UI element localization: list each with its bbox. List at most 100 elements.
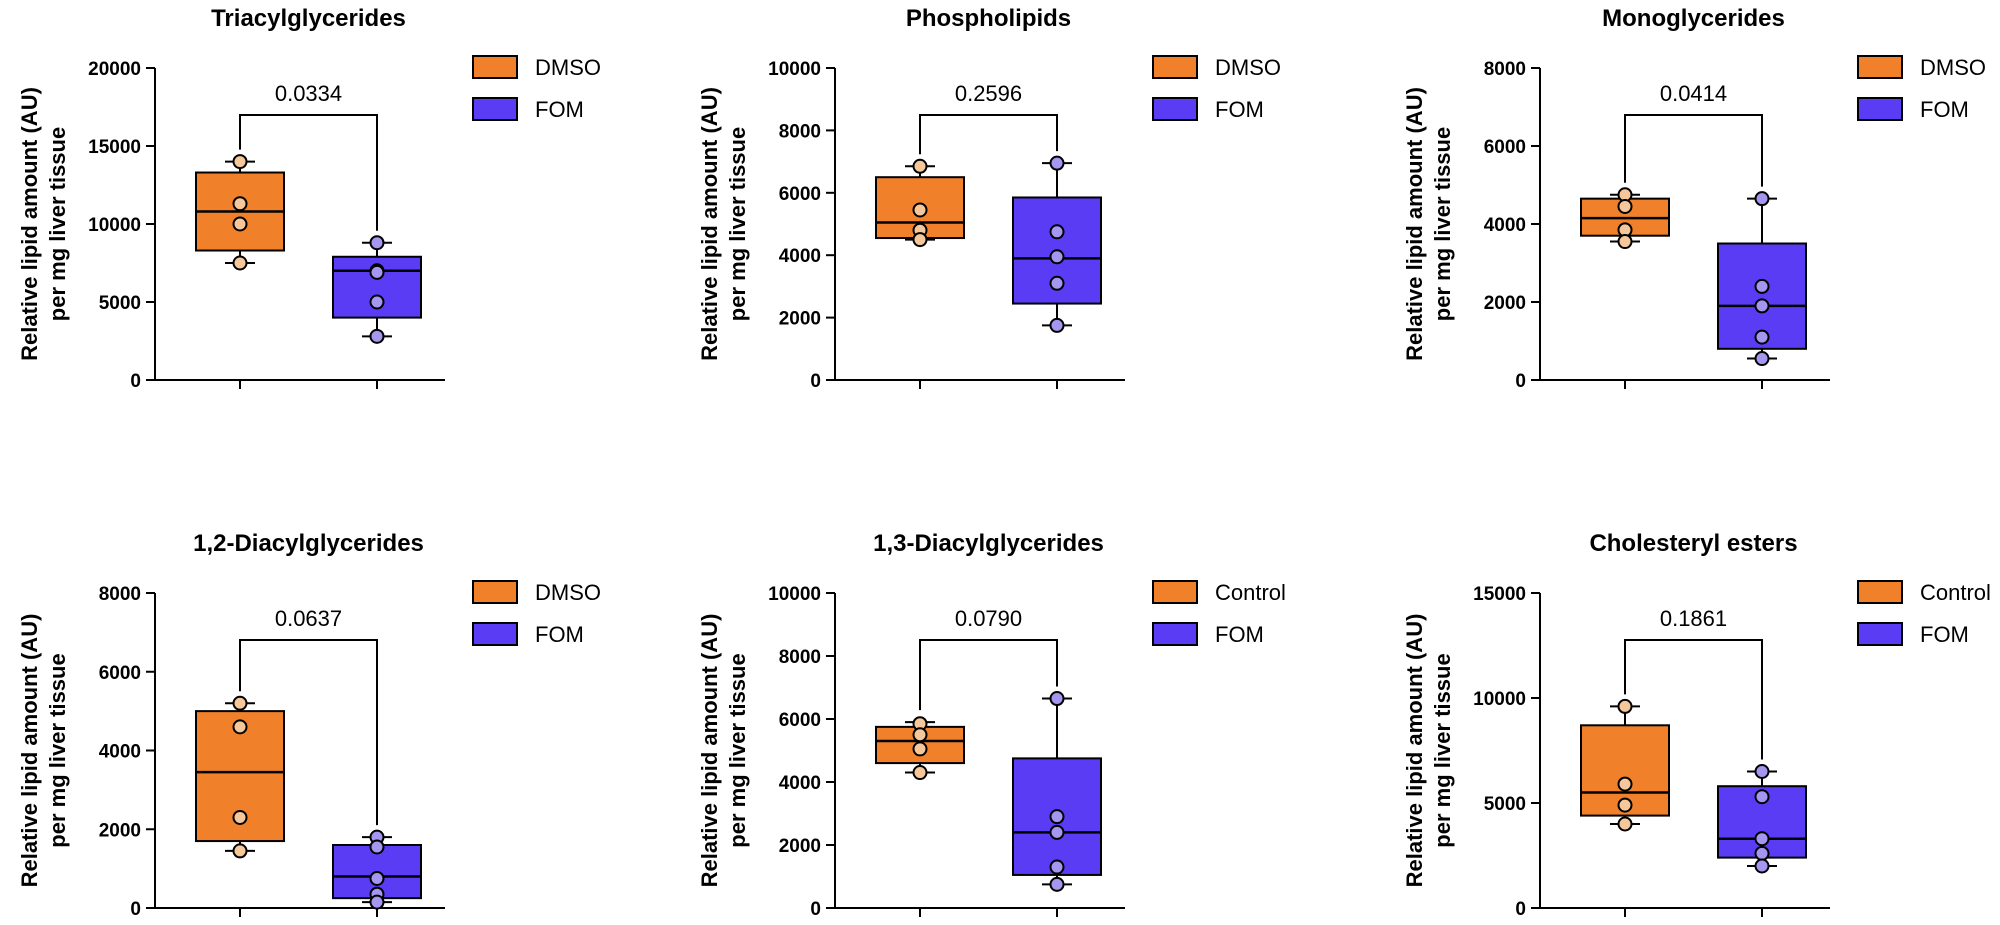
data-point: [369, 235, 385, 251]
legend-label: FOM: [1215, 622, 1264, 647]
y-tick-label: 10000: [768, 59, 821, 80]
y-axis-label-line-2: per mg liver tissue: [1430, 127, 1455, 321]
data-point: [1617, 797, 1633, 813]
y-tick-label: 0: [130, 899, 141, 920]
y-tick-label: 6000: [779, 184, 821, 205]
legend-label: FOM: [1920, 97, 1969, 122]
y-tick-label: 4000: [779, 246, 821, 267]
data-point: [369, 294, 385, 310]
legend-swatch: [1152, 55, 1198, 79]
data-point: [1754, 845, 1770, 861]
y-tick-label: 5000: [99, 293, 141, 314]
series-dmso: [875, 158, 965, 248]
y-tick-label: 2000: [779, 836, 821, 857]
legend-label: Control: [1920, 580, 1991, 605]
legend-swatch: [472, 55, 518, 79]
data-point: [912, 765, 928, 781]
data-point: [1049, 317, 1065, 333]
panel-3: Monoglycerides Relative lipid amount (AU)…: [1402, 5, 1986, 392]
panel-6: Cholesteryl esters Relative lipid amount …: [1402, 530, 1991, 920]
data-point: [1754, 789, 1770, 805]
data-point: [912, 158, 928, 174]
y-tick-label: 8000: [779, 647, 821, 668]
chart-title: 1,3-Diacylglycerides: [873, 530, 1104, 557]
data-point: [369, 894, 385, 910]
y-tick-label: 8000: [99, 584, 141, 605]
p-value-label: 0.1861: [1660, 606, 1727, 631]
data-point: [232, 843, 248, 859]
chart-title: 1,2-Diacylglycerides: [193, 530, 424, 557]
legend-swatch: [1857, 97, 1903, 121]
data-point: [232, 695, 248, 711]
y-axis-label-line-2: per mg liver tissue: [725, 653, 750, 847]
y-tick-label: 10000: [768, 584, 821, 605]
legend-label: FOM: [535, 622, 584, 647]
panel-1: Triacylglycerides Relative lipid amount (…: [17, 5, 601, 392]
data-point: [369, 328, 385, 344]
data-point: [1049, 809, 1065, 825]
significance-bracket: [239, 114, 378, 231]
chart-title: Cholesteryl esters: [1589, 530, 1797, 557]
y-tick-label: 10000: [1473, 689, 1526, 710]
y-tick-label: 8000: [1484, 59, 1526, 80]
series-fom: [1012, 155, 1102, 333]
data-point: [1617, 698, 1633, 714]
y-axis-label-line-1: Relative lipid amount (AU): [17, 614, 42, 888]
data-point: [1754, 298, 1770, 314]
series-fom: [332, 235, 422, 344]
y-axis-label: Relative lipid amount (AU) per mg liver t…: [17, 614, 70, 888]
legend-label: DMSO: [1920, 55, 1986, 80]
series-fom: [332, 829, 422, 910]
y-axis-label-line-2: per mg liver tissue: [725, 127, 750, 321]
data-point: [369, 870, 385, 886]
data-point: [232, 216, 248, 232]
legend-label: DMSO: [1215, 55, 1281, 80]
series-dmso: [1580, 187, 1670, 250]
y-axis-label: Relative lipid amount (AU) per mg liver t…: [697, 614, 750, 888]
data-point: [1754, 351, 1770, 367]
y-axis-label-line-2: per mg liver tissue: [45, 127, 70, 321]
y-tick-label: 6000: [1484, 137, 1526, 158]
data-point: [232, 255, 248, 271]
legend-swatch: [1152, 97, 1198, 121]
data-point: [1754, 329, 1770, 345]
y-axis-label-line-1: Relative lipid amount (AU): [1402, 614, 1427, 888]
significance-bracket: [1624, 114, 1763, 187]
data-point: [912, 232, 928, 248]
legend-swatch: [1857, 580, 1903, 604]
data-point: [1049, 876, 1065, 892]
panel-2: Phospholipids Relative lipid amount (AU) p…: [697, 5, 1281, 392]
data-point: [1754, 858, 1770, 874]
data-point: [1049, 155, 1065, 171]
series-fom: [1012, 691, 1102, 892]
data-point: [369, 264, 385, 280]
legend-swatch: [472, 97, 518, 121]
data-point: [1049, 224, 1065, 240]
data-point: [369, 839, 385, 855]
p-value-label: 0.2596: [955, 81, 1022, 106]
significance-bracket: [919, 114, 1058, 155]
data-point: [912, 741, 928, 757]
legend-label: FOM: [1215, 97, 1264, 122]
data-point: [1754, 191, 1770, 207]
series-fom: [1717, 764, 1807, 874]
y-axis-label: Relative lipid amount (AU) per mg liver t…: [1402, 87, 1455, 361]
p-value-label: 0.0637: [275, 606, 342, 631]
legend-swatch: [1152, 622, 1198, 646]
legend-label: FOM: [535, 97, 584, 122]
y-axis-label-line-1: Relative lipid amount (AU): [697, 87, 722, 361]
data-point: [1049, 249, 1065, 265]
legend-label: DMSO: [535, 580, 601, 605]
data-point: [232, 719, 248, 735]
legend-label: DMSO: [535, 55, 601, 80]
data-point: [1754, 831, 1770, 847]
y-tick-label: 15000: [88, 137, 141, 158]
data-point: [912, 202, 928, 218]
significance-bracket: [1624, 639, 1763, 760]
series-control: [1580, 698, 1670, 832]
y-tick-label: 4000: [779, 773, 821, 794]
legend-label: FOM: [1920, 622, 1969, 647]
chart-title: Triacylglycerides: [211, 5, 406, 32]
data-point: [232, 809, 248, 825]
